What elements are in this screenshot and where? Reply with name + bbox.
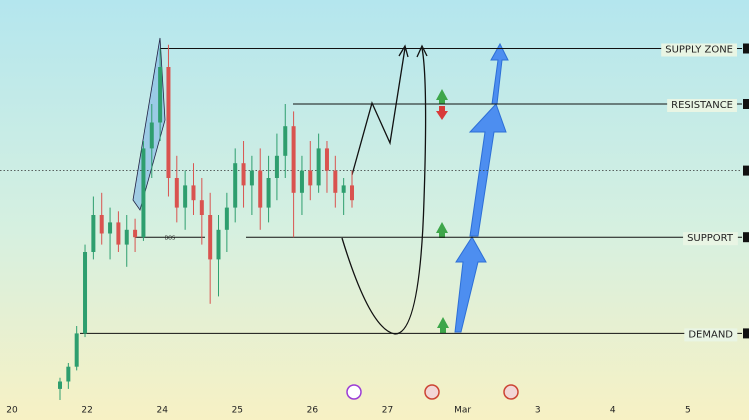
level-label-bg [661, 43, 737, 57]
x-tick-label: 3 [535, 406, 541, 416]
candle-body [350, 185, 354, 201]
candle-body [149, 122, 154, 149]
candle-body [116, 222, 121, 245]
wedge [132, 37, 166, 211]
event-icons [346, 384, 519, 400]
candle-body [308, 170, 313, 186]
x-tick-label: 4 [610, 406, 616, 416]
candle-body [224, 207, 229, 230]
candle-body [266, 178, 271, 208]
x-tick-label: 25 [232, 406, 243, 416]
candle-body [174, 178, 179, 208]
candle-body [141, 148, 146, 238]
candle-body [258, 170, 263, 208]
level-marker [743, 328, 749, 339]
level-marker [743, 99, 749, 109]
candle-body [233, 163, 238, 208]
x-tick-label: 24 [156, 406, 168, 416]
level-label: SUPPORT [687, 233, 734, 244]
level-label-bg [683, 232, 738, 246]
level-label-bg [667, 99, 737, 112]
candle-body [333, 170, 338, 193]
candle-body [166, 67, 171, 178]
candle-body [283, 126, 288, 156]
candle-body [216, 229, 221, 260]
x-tick-label: 27 [382, 406, 393, 416]
level-marker [743, 232, 749, 243]
x-tick-label: 22 [81, 406, 92, 416]
level-label: DEMAND [688, 329, 733, 340]
candle-body [74, 333, 79, 367]
candle-body [199, 200, 204, 215]
projection-arrowhead [398, 44, 428, 58]
candle-body [241, 163, 246, 186]
blue-arrows [454, 42, 509, 333]
candle-body [274, 155, 279, 178]
x-tick-label: Mar [454, 406, 471, 416]
candle-body [249, 170, 254, 186]
candle-body [83, 252, 88, 334]
signal-arrows [436, 89, 449, 333]
candle-body [58, 381, 62, 389]
candle-body [299, 170, 304, 193]
candle-body [183, 185, 188, 208]
x-tick-label: 5 [685, 406, 691, 416]
bos-label: BOS [165, 236, 175, 242]
candle-body [324, 148, 329, 171]
candle-body [158, 67, 163, 123]
price-marker [743, 165, 749, 176]
projection-path [341, 47, 427, 335]
candle-body [316, 148, 321, 186]
candle-body [99, 215, 104, 234]
candle-body [341, 185, 346, 193]
level-marker [743, 43, 749, 54]
level-label: SUPPLY ZONE [665, 45, 733, 56]
candle-body [66, 366, 71, 382]
level-label: RESISTANCE [671, 100, 733, 111]
x-tick-label: 20 [6, 406, 18, 416]
candle-body [91, 215, 96, 252]
candle-body [133, 229, 138, 238]
candle-body [124, 229, 129, 245]
x-tick-label: 26 [307, 406, 319, 416]
candle-body [191, 185, 196, 201]
candle-body [208, 215, 213, 260]
candle-body [291, 126, 296, 193]
level-label-bg [684, 328, 738, 342]
candle-body [108, 222, 113, 234]
